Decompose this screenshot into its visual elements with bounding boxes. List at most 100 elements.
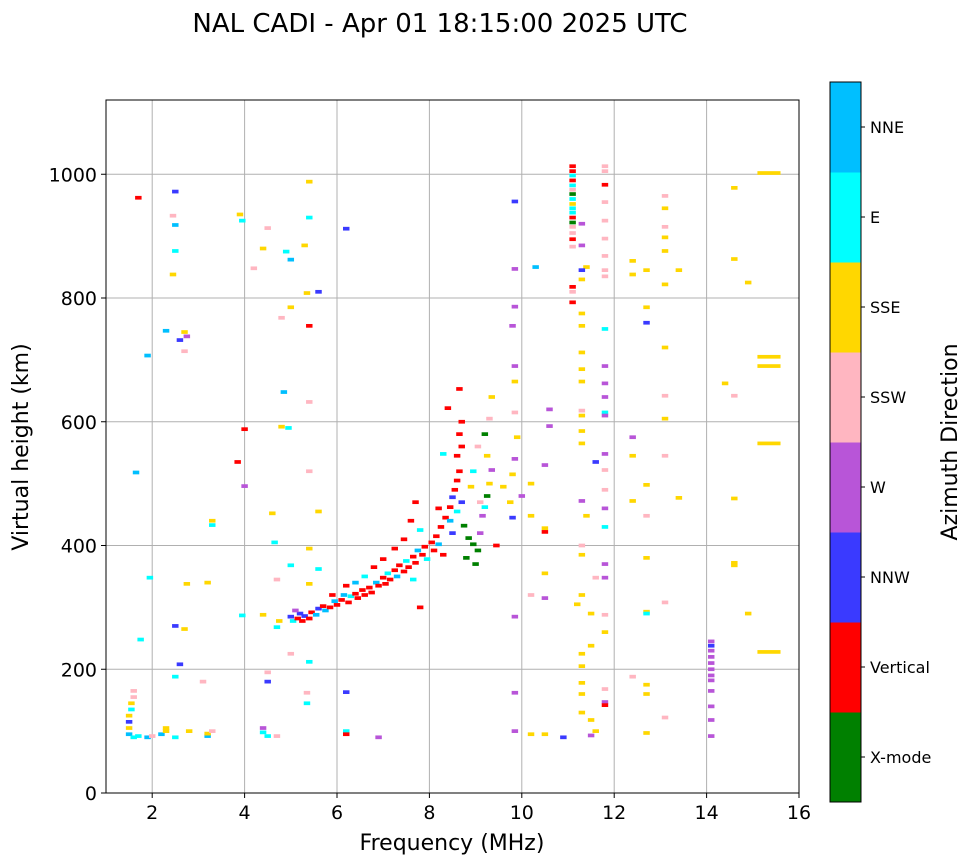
data-point-e: [601, 327, 609, 331]
data-point-w: [509, 323, 516, 328]
data-point-vertical: [391, 568, 398, 573]
data-point-nnw: [172, 189, 179, 194]
data-point-vertical: [361, 593, 368, 597]
data-point-vertical: [601, 703, 609, 707]
data-point-ssw: [569, 244, 576, 249]
data-point-e: [403, 559, 410, 563]
data-point-sse: [731, 563, 738, 568]
data-point-ssw: [578, 408, 586, 413]
data-point-ssw: [569, 231, 576, 235]
data-point-vertical: [440, 552, 447, 557]
data-point-w: [518, 494, 526, 498]
data-point-w: [707, 639, 715, 644]
data-point-e: [137, 637, 144, 642]
data-point-sse: [578, 552, 586, 557]
data-point-e: [347, 594, 355, 599]
data-point-vertical: [458, 444, 465, 449]
data-point-x-mode: [569, 220, 576, 225]
data-point-vertical: [400, 569, 408, 574]
data-point-w: [511, 267, 519, 271]
data-point-w: [707, 704, 715, 709]
data-point-w: [578, 221, 586, 226]
data-point-ssw: [264, 226, 271, 230]
data-point-vertical: [451, 487, 459, 492]
data-point-w: [707, 718, 715, 722]
data-point-nnw: [264, 679, 271, 684]
data-point-w: [578, 499, 586, 503]
data-point-nnw: [176, 662, 184, 667]
data-point-sse: [731, 560, 738, 565]
data-point-vertical: [391, 546, 398, 551]
data-point-e: [306, 215, 313, 220]
data-point-sse: [259, 246, 267, 251]
data-point-sse: [488, 395, 496, 399]
data-point-e: [271, 540, 278, 545]
grid: [106, 100, 800, 794]
colorbar-swatch-ssw: [830, 352, 861, 443]
data-point-sse: [578, 379, 586, 384]
data-point-ssw: [601, 169, 609, 174]
data-point-w: [541, 463, 549, 467]
data-point-ssw: [643, 513, 650, 518]
data-point-ssw: [209, 729, 216, 733]
data-point-e: [172, 735, 179, 740]
data-point-e: [569, 210, 576, 215]
data-point-ssw: [181, 349, 188, 354]
data-point-nne: [532, 265, 539, 269]
data-point-sse: [306, 582, 313, 586]
x-tick-label: 14: [695, 802, 719, 824]
data-point-vertical: [343, 732, 350, 737]
data-point-w: [183, 334, 191, 339]
colorbar-swatch-nne: [830, 82, 861, 173]
data-point-sse: [278, 424, 285, 429]
data-point-ssw: [278, 315, 285, 320]
data-point-w: [511, 304, 519, 309]
data-point-sse: [236, 212, 244, 217]
data-point-sse: [578, 441, 586, 446]
data-point-sse: [306, 546, 313, 551]
colorbar-swatch-vertical: [830, 622, 861, 713]
data-point-sse: [578, 277, 586, 282]
data-point-ssw: [601, 487, 609, 492]
data-point-w: [707, 648, 715, 653]
data-point-vertical: [386, 577, 394, 582]
data-point-nne: [331, 599, 338, 604]
data-point-e: [569, 183, 576, 188]
data-point-e: [569, 197, 576, 201]
colorbar-label-x-mode: X-mode: [870, 748, 931, 767]
data-point-sse: [578, 664, 586, 669]
data-point-nnw: [301, 614, 308, 618]
colorbar-label: Azimuth Direction: [938, 343, 963, 540]
data-point-vertical: [294, 616, 301, 621]
data-point-ssw: [264, 670, 271, 675]
data-point-ssw: [661, 194, 669, 198]
data-point-nnw: [125, 719, 133, 724]
data-point-sse: [757, 650, 781, 654]
data-point-sse: [643, 483, 650, 487]
data-point-ssw: [273, 577, 281, 582]
data-point-nne: [144, 353, 151, 358]
data-point-nnw: [343, 226, 350, 231]
data-point-nnw: [560, 735, 567, 740]
data-point-sse: [181, 627, 188, 631]
y-axis-ticks: 0 200 400 600 800 1000: [49, 164, 106, 805]
data-points: [125, 164, 781, 740]
data-point-sse: [578, 593, 586, 597]
data-point-e: [130, 735, 137, 740]
data-point-e: [239, 613, 246, 618]
data-point-w: [511, 457, 519, 461]
data-point-sse: [181, 330, 188, 334]
colorbar-label-vertical: Vertical: [870, 658, 930, 677]
data-point-sse: [125, 726, 133, 730]
data-point-vertical: [442, 515, 449, 520]
data-point-w: [479, 513, 486, 518]
data-point-ssw: [661, 224, 669, 229]
x-tick-label: 4: [239, 802, 251, 824]
data-point-x-mode: [481, 432, 489, 436]
data-point-vertical: [409, 554, 417, 559]
data-point-sse: [675, 268, 683, 273]
data-point-w: [707, 655, 715, 659]
data-point-sse: [643, 692, 650, 696]
data-point-e: [287, 563, 295, 568]
data-point-w: [707, 678, 715, 683]
